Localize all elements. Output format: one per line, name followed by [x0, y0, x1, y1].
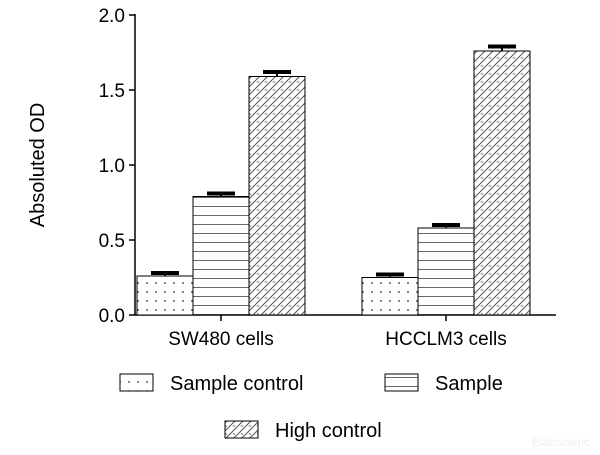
legend-label: High control [275, 420, 382, 442]
y-tick-label: 2.0 [99, 6, 125, 27]
y-tick-label: 1.5 [99, 81, 125, 102]
legend: Sample control Sample High control [119, 373, 503, 442]
legend-swatch [224, 420, 259, 439]
bar [248, 76, 306, 316]
bar [192, 196, 250, 316]
legend-label: Sample control [170, 373, 303, 395]
legend-swatch [384, 373, 419, 392]
y-tick-label: 1.0 [99, 156, 125, 177]
legend-label: Sample [435, 373, 503, 395]
bar [361, 277, 419, 316]
watermark: Elabscienc [532, 435, 590, 449]
axes: 0.0 0.5 1.0 1.5 2.0 Absoluted OD SW480 cells HC… [27, 6, 556, 350]
y-axis-label: Absoluted OD [27, 103, 49, 228]
bar [417, 227, 475, 316]
x-tick-label: SW480 cells [168, 329, 274, 350]
legend-swatch [119, 373, 154, 392]
bars [136, 44, 531, 316]
y-tick-label: 0.0 [99, 306, 125, 327]
y-tick-label: 0.5 [99, 231, 125, 252]
x-tick-label: HCCLM3 cells [385, 329, 506, 350]
bar [473, 50, 531, 316]
bar [136, 275, 194, 316]
